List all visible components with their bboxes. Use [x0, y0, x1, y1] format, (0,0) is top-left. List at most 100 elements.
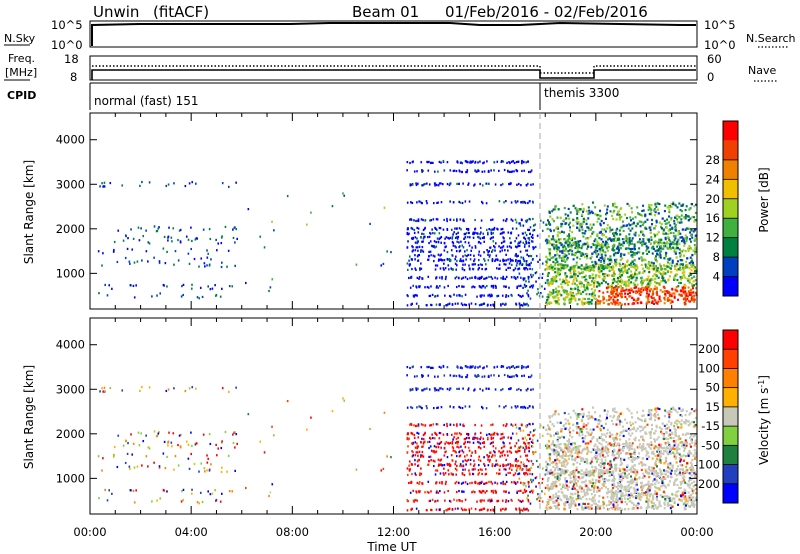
velocity-point: [454, 441, 457, 445]
velocity-point: [209, 442, 212, 446]
power-point: [655, 260, 658, 263]
power-point: [564, 264, 567, 267]
power-point: [585, 222, 588, 226]
power-point: [128, 260, 131, 263]
power-point: [454, 245, 456, 248]
nsky-tick-bot: 10^0: [51, 38, 83, 52]
power-point: [488, 250, 491, 253]
power-point: [471, 276, 473, 279]
power-point: [534, 245, 537, 249]
power-point: [451, 235, 454, 238]
velocity-point: [525, 447, 528, 450]
velocity-point: [411, 455, 414, 458]
power-point: [584, 274, 587, 277]
power-point: [516, 170, 519, 173]
power-point: [555, 302, 558, 305]
velocity-point: [519, 499, 521, 503]
power-point: [639, 289, 642, 293]
velocity-point: [467, 436, 470, 440]
power-point: [659, 245, 662, 248]
power-point: [624, 295, 627, 298]
power-point: [516, 183, 518, 186]
power-point: [505, 259, 508, 262]
power-point: [606, 242, 609, 245]
power-point: [480, 303, 482, 306]
velocity-point: [406, 467, 409, 470]
colorbar-bin: [723, 237, 738, 258]
power-point: [620, 288, 623, 291]
power-point: [547, 273, 550, 277]
velocity-point: [523, 482, 526, 485]
velocity-point: [407, 438, 410, 441]
power-point: [587, 301, 590, 304]
power-point: [505, 295, 507, 298]
power-point: [116, 260, 119, 264]
power-point: [474, 245, 477, 248]
power-point: [417, 259, 420, 262]
power-point: [524, 237, 527, 241]
power-point: [592, 265, 595, 268]
power-point: [503, 231, 505, 234]
velocity-point: [496, 500, 499, 503]
nsky-trace: [91, 21, 696, 46]
power-point: [659, 247, 662, 250]
power-point: [477, 268, 480, 271]
power-point: [582, 297, 585, 300]
power-point: [545, 223, 548, 226]
power-point: [600, 238, 603, 241]
power-point: [614, 303, 617, 306]
power-point: [601, 257, 604, 260]
power-point: [513, 161, 516, 165]
velocity-point: [490, 499, 492, 503]
velocity-point: [492, 441, 495, 444]
power-point: [620, 274, 623, 277]
power-point: [669, 224, 672, 227]
power-point: [689, 231, 692, 234]
power-point: [647, 278, 650, 281]
power-point: [207, 252, 209, 255]
velocity-point: [464, 459, 467, 462]
power-point: [625, 298, 628, 301]
power-point: [551, 210, 554, 213]
velocity-point: [133, 466, 136, 469]
power-point: [518, 241, 520, 244]
velocity-point: [416, 442, 418, 445]
freq-label-2: [MHz]: [5, 66, 37, 79]
power-point: [660, 268, 663, 271]
power-point: [667, 265, 670, 268]
power-point: [592, 243, 595, 246]
power-point: [514, 245, 517, 248]
power-point: [122, 239, 125, 242]
power-point: [594, 297, 597, 301]
velocity-point: [511, 424, 514, 427]
velocity-point: [410, 508, 413, 511]
power-point: [586, 288, 589, 291]
velocity-point: [446, 387, 449, 391]
power-point: [602, 297, 605, 300]
velocity-point: [491, 433, 494, 436]
power-point: [642, 271, 645, 274]
power-point: [147, 260, 149, 263]
velocity-point: [410, 423, 413, 426]
velocity-point: [513, 481, 516, 484]
velocity-point: [421, 450, 424, 454]
cpid-mode-1: normal (fast) 151: [94, 94, 198, 108]
power-point: [643, 279, 646, 282]
power-point: [516, 276, 519, 279]
power-point: [454, 258, 456, 261]
power-point: [630, 274, 633, 277]
power-point: [609, 255, 612, 258]
power-point: [693, 300, 696, 303]
power-point: [510, 170, 512, 174]
power-point: [613, 234, 616, 237]
power-point: [475, 170, 478, 173]
velocity-point: [440, 440, 443, 444]
velocity-point: [482, 437, 485, 440]
power-point: [650, 288, 653, 291]
power-point: [489, 295, 492, 298]
velocity-point: [510, 481, 513, 484]
power-point: [597, 213, 600, 217]
power-point: [661, 275, 664, 278]
power-point: [501, 246, 504, 249]
power-point: [613, 286, 616, 289]
